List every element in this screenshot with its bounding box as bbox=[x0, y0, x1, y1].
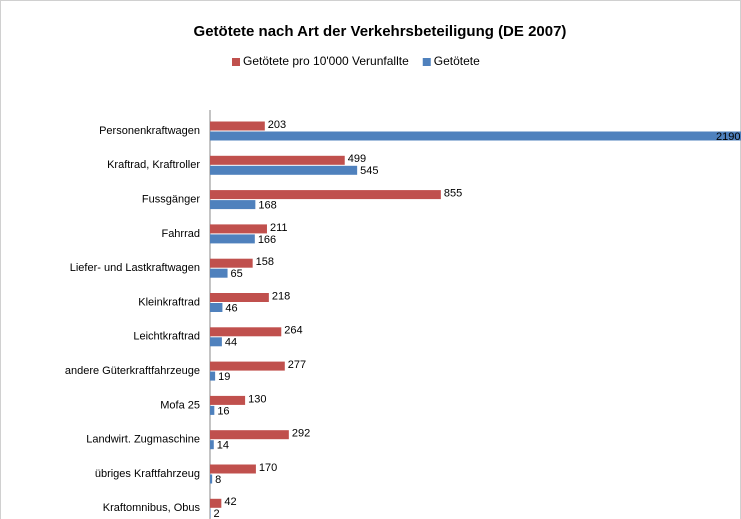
value-label: 166 bbox=[258, 234, 276, 246]
category-label: andere Güterkraftfahrzeuge bbox=[65, 365, 200, 377]
bar bbox=[210, 131, 741, 141]
bar bbox=[210, 361, 285, 371]
bar bbox=[210, 165, 358, 175]
value-label: 170 bbox=[259, 462, 277, 474]
bar bbox=[210, 258, 253, 268]
value-label: 14 bbox=[217, 440, 229, 452]
value-label: 44 bbox=[225, 337, 237, 349]
value-label: 203 bbox=[268, 119, 286, 131]
value-label: 292 bbox=[292, 428, 310, 440]
bar bbox=[210, 430, 289, 440]
category-label: übriges Kraftfahrzeug bbox=[95, 468, 200, 480]
value-label: 16 bbox=[217, 405, 229, 417]
value-label: 277 bbox=[288, 359, 306, 371]
legend-swatch bbox=[422, 58, 431, 66]
bar bbox=[210, 498, 222, 508]
value-label: 65 bbox=[231, 268, 243, 280]
value-label: 158 bbox=[256, 256, 274, 268]
value-label: 211 bbox=[270, 222, 288, 234]
bar bbox=[210, 327, 282, 337]
value-label: 8 bbox=[215, 474, 221, 486]
value-label: 168 bbox=[258, 200, 276, 212]
bar bbox=[210, 371, 216, 381]
value-label: 130 bbox=[248, 393, 266, 405]
category-label: Kleinkraftrad bbox=[138, 296, 200, 308]
value-label: 42 bbox=[224, 496, 236, 508]
bar bbox=[210, 464, 256, 474]
value-label: 499 bbox=[348, 153, 366, 165]
category-label: Mofa 25 bbox=[160, 399, 200, 411]
bar bbox=[210, 440, 214, 450]
bar bbox=[210, 474, 213, 484]
value-label: 855 bbox=[444, 188, 462, 200]
legend-label: Getötete bbox=[434, 54, 480, 68]
category-label: Fahrrad bbox=[161, 228, 200, 240]
category-label: Fussgänger bbox=[142, 194, 200, 206]
bar bbox=[210, 508, 211, 518]
category-label: Landwirt. Zugmaschine bbox=[86, 434, 200, 446]
bar bbox=[210, 200, 256, 210]
value-label: 2 bbox=[214, 508, 220, 519]
legend-swatch bbox=[232, 58, 240, 66]
bar bbox=[210, 293, 269, 302]
bar bbox=[210, 337, 222, 347]
value-label: 19 bbox=[218, 371, 230, 383]
bar bbox=[210, 234, 255, 244]
value-label: 46 bbox=[225, 302, 237, 314]
category-label: Liefer- und Lastkraftwagen bbox=[70, 262, 200, 274]
bar bbox=[210, 405, 215, 415]
bar bbox=[210, 395, 246, 405]
bar bbox=[210, 190, 441, 200]
value-label: 218 bbox=[272, 290, 290, 302]
bar bbox=[210, 303, 223, 312]
bar bbox=[210, 155, 345, 165]
category-label: Kraftrad, Kraftroller bbox=[107, 159, 200, 171]
category-label: Personenkraftwagen bbox=[99, 125, 200, 137]
chart-title: Getötete nach Art der Verkehrsbeteiligun… bbox=[194, 23, 567, 40]
legend-label: Getötete pro 10'000 Verunfallte bbox=[243, 54, 409, 68]
category-label: Kraftomnibus, Obus bbox=[103, 502, 201, 514]
category-label: Leichtkraftrad bbox=[133, 331, 200, 343]
bar bbox=[210, 224, 267, 234]
value-label: 264 bbox=[284, 325, 302, 337]
value-label: 2190 bbox=[716, 131, 740, 143]
bar bbox=[210, 268, 228, 278]
bar bbox=[210, 121, 265, 131]
value-label: 545 bbox=[360, 165, 378, 177]
